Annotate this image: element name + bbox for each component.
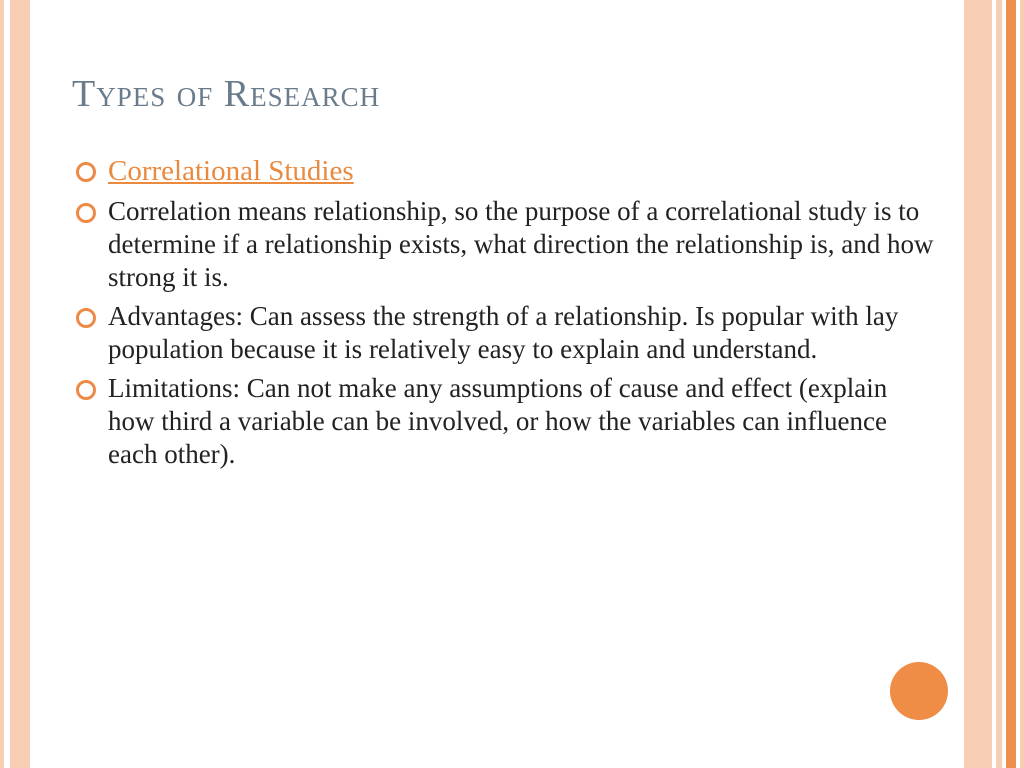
bullet-text: Limitations: Can not make any assumption… — [108, 373, 887, 469]
bullet-item: Advantages: Can assess the strength of a… — [72, 300, 934, 366]
bullet-text: Correlation means relationship, so the p… — [108, 196, 934, 292]
right-stripe-1 — [1020, 0, 1024, 768]
bullet-item: Limitations: Can not make any assumption… — [72, 372, 934, 471]
bullet-list: Correlational Studies Correlation means … — [72, 154, 934, 471]
left-stripe-outer — [0, 0, 4, 768]
slide: Types of Research Correlational Studies … — [0, 0, 1024, 768]
content-area: Types of Research Correlational Studies … — [72, 72, 934, 477]
bullet-heading: Correlational Studies — [72, 154, 934, 189]
right-stripe-2 — [1006, 0, 1016, 768]
bullet-heading-text: Correlational Studies — [108, 155, 354, 187]
left-stripe-inner — [10, 0, 30, 768]
accent-circle-icon — [890, 662, 948, 720]
bullet-text: Advantages: Can assess the strength of a… — [108, 301, 898, 364]
slide-title: Types of Research — [72, 72, 934, 116]
right-stripe-3 — [996, 0, 1002, 768]
right-stripe-4 — [964, 0, 992, 768]
bullet-item: Correlation means relationship, so the p… — [72, 195, 934, 294]
